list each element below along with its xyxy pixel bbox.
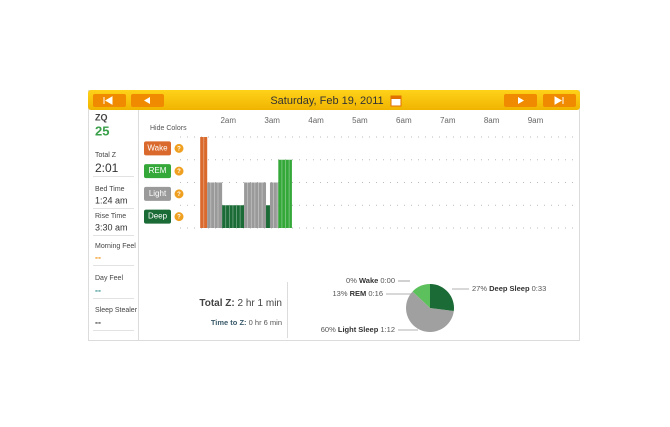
- hypnogram-bar: [244, 182, 267, 228]
- pie-slice: [412, 284, 430, 308]
- help-icon: [174, 143, 184, 153]
- help-icon-text: ?: [177, 146, 181, 152]
- help-icon: [174, 212, 184, 222]
- x-tick-label: 7am: [440, 116, 456, 125]
- stat-value: --: [95, 285, 101, 295]
- total-z: Total Z: 2 hr 1 min: [199, 298, 282, 309]
- hypnogram-bar: [207, 182, 223, 228]
- pie-value-label: 0%: [346, 276, 357, 285]
- stat-value: 1:24 am: [95, 195, 128, 205]
- hypnogram-bar: [200, 137, 208, 228]
- last-button[interactable]: [543, 94, 576, 107]
- stage-button[interactable]: Deep: [144, 209, 171, 224]
- pie-label: 13% REM 0:16: [333, 289, 383, 298]
- stat-label: Sleep Stealer: [95, 307, 138, 314]
- first-button[interactable]: [93, 94, 126, 107]
- pie-duration: 0:00: [380, 276, 395, 285]
- x-tick-label: 6am: [396, 116, 412, 125]
- hypnogram-bar: [266, 205, 270, 228]
- stat-value: --: [95, 317, 101, 327]
- x-tick-label: 9am: [528, 116, 544, 125]
- time-to-z: Time to Z: 0 hr 6 min: [211, 318, 282, 327]
- pie-stage-name: Light Sleep: [338, 325, 379, 334]
- stat-label: Rise Time: [95, 213, 126, 220]
- stage-button[interactable]: Wake: [144, 141, 171, 156]
- stage-button[interactable]: REM: [144, 164, 171, 179]
- y-tick-label: Deep: [148, 212, 168, 221]
- help-icon-text: ?: [177, 169, 181, 175]
- pie-label: 60% Light Sleep 1:12: [321, 325, 395, 334]
- x-tick-label: 3am: [264, 116, 280, 125]
- stage-button-bg: [144, 141, 171, 156]
- stat-value: 25: [95, 123, 109, 138]
- stat-value: --: [95, 252, 101, 262]
- calendar-icon[interactable]: [390, 95, 402, 107]
- x-tick-label: 4am: [308, 116, 324, 125]
- total-z-value: 2 hr 1 min: [238, 298, 282, 309]
- x-tick-label: 2am: [220, 116, 236, 125]
- header-bar: [88, 90, 580, 110]
- help-icon-text: ?: [177, 192, 181, 198]
- pie-value-label: 27%: [472, 284, 487, 293]
- pie-duration: 0:16: [368, 289, 383, 298]
- help-icon: [174, 166, 184, 176]
- pie-value-label: 13%: [333, 289, 348, 298]
- hypnogram-bar: [278, 159, 292, 228]
- pie-stage-name: REM: [350, 289, 367, 298]
- time-to-z-label: Time to Z:: [211, 318, 247, 327]
- pie-duration: 1:12: [380, 325, 395, 334]
- hide-colors[interactable]: Hide Colors: [150, 125, 187, 132]
- pie-stage-name: Deep Sleep: [489, 284, 530, 293]
- hypnogram-bar: [269, 182, 279, 228]
- y-tick-label: Wake: [147, 143, 168, 152]
- stage-button-bg: [144, 186, 171, 201]
- stat-value: 2:01: [95, 161, 119, 175]
- hypnogram-bar: [222, 205, 245, 228]
- x-tick-label: 5am: [352, 116, 368, 125]
- prev-button[interactable]: [131, 94, 164, 107]
- stage-button-bg: [144, 164, 171, 179]
- stat-label: Morning Feel: [95, 243, 136, 250]
- stage-button-bg: [144, 209, 171, 224]
- time-to-z-value: 0 hr 6 min: [249, 318, 282, 327]
- help-icon: [174, 189, 184, 199]
- pie-stage-name: Wake: [359, 276, 378, 285]
- total-z-label: Total Z:: [199, 298, 234, 309]
- x-tick-label: 8am: [484, 116, 500, 125]
- y-tick-label: Light: [149, 189, 167, 198]
- pie-label: 0% Wake 0:00: [346, 276, 395, 285]
- stat-label: ZQ: [95, 112, 108, 122]
- date-title: Saturday, Feb 19, 2011: [270, 95, 383, 107]
- stat-label: Bed Time: [95, 186, 125, 193]
- stat-value: 3:30 am: [95, 222, 128, 232]
- pie-label: 27% Deep Sleep 0:33: [472, 284, 546, 293]
- stage-button[interactable]: Light: [144, 186, 171, 201]
- stat-label: Total Z: [95, 152, 117, 159]
- pie-slice: [406, 291, 454, 332]
- help-icon-text: ?: [177, 215, 181, 221]
- pie-value-label: 60%: [321, 325, 336, 334]
- stat-label: Day Feel: [95, 275, 123, 282]
- y-tick-label: REM: [149, 166, 167, 175]
- pie-duration: 0:33: [532, 284, 547, 293]
- pie-slice: [430, 284, 455, 312]
- next-button[interactable]: [504, 94, 537, 107]
